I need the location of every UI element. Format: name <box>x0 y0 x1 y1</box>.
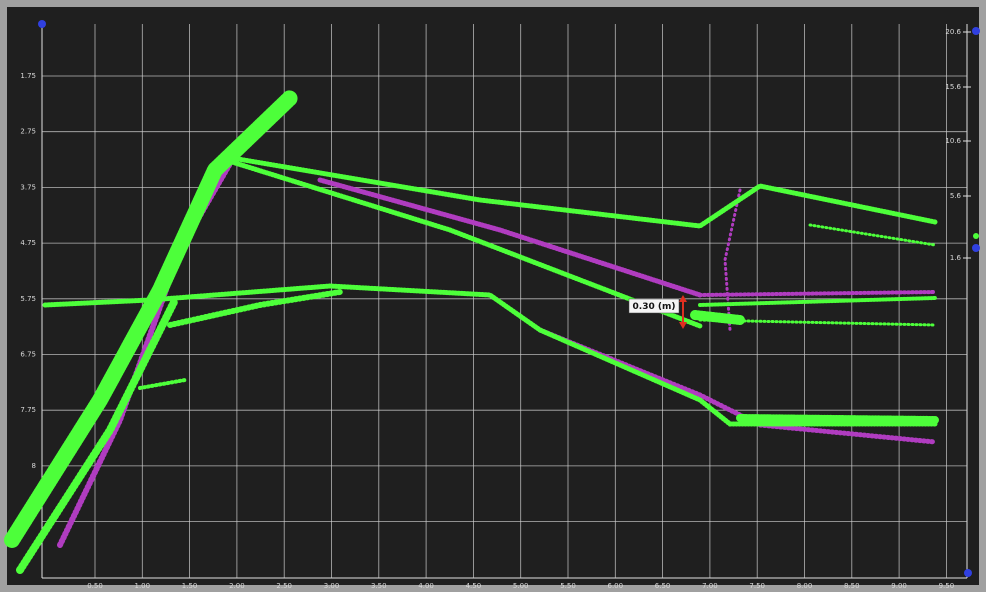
y2-tick-label: 15.6 <box>945 83 961 91</box>
y-tick-label: 5.75 <box>20 295 36 303</box>
x-tick-label: 4.50 <box>466 582 482 590</box>
handle[interactable] <box>973 233 979 239</box>
x-tick-label: 5.50 <box>560 582 576 590</box>
x-tick-label: 6.00 <box>608 582 624 590</box>
x-tick-label: 7.00 <box>702 582 718 590</box>
y-tick-label: 8 <box>32 462 36 470</box>
x-tick-label: 2.00 <box>229 582 245 590</box>
y-tick-label: 4.75 <box>20 239 36 247</box>
x-tick-label: 6.50 <box>655 582 671 590</box>
y2-tick-label: 5.6 <box>950 192 962 200</box>
x-tick-label: 5.00 <box>513 582 529 590</box>
x-tick-label: 9.00 <box>891 582 907 590</box>
y-tick-label: 1.75 <box>20 72 36 80</box>
x-tick-label: 3.50 <box>371 582 387 590</box>
y-tick-label: 7.75 <box>20 406 36 414</box>
x-tick-label: 2.50 <box>276 582 292 590</box>
x-tick-label: 4.00 <box>418 582 434 590</box>
handle[interactable] <box>964 569 972 577</box>
handle[interactable] <box>972 244 980 252</box>
x-tick-label: 1.00 <box>135 582 151 590</box>
green-points <box>740 418 935 420</box>
green-points <box>695 315 740 320</box>
handle[interactable] <box>972 27 980 35</box>
y-tick-label: 6.75 <box>20 351 36 359</box>
x-tick-label: 9.50 <box>939 582 955 590</box>
x-tick-label: 1.50 <box>182 582 198 590</box>
x-tick-label: 8.50 <box>844 582 860 590</box>
x-tick-label: 3.00 <box>324 582 340 590</box>
y-tick-label: 2.75 <box>20 128 36 136</box>
handle[interactable] <box>38 20 46 28</box>
y2-tick-label: 1.6 <box>950 254 962 262</box>
x-tick-label: 7.50 <box>749 582 765 590</box>
y2-tick-label: 10.6 <box>945 137 961 145</box>
profile-viewer: 0.50 1.00 1.50 2.00 2.50 3.00 3.50 4.00 4.50 5.00… <box>0 0 986 592</box>
y-tick-label: 3.75 <box>20 183 36 191</box>
annotation: 0.30 (m) <box>633 302 676 312</box>
x-tick-label: 8.00 <box>797 582 813 590</box>
y2-tick-label: 20.6 <box>945 28 961 36</box>
x-tick-label: 0.50 <box>87 582 103 590</box>
